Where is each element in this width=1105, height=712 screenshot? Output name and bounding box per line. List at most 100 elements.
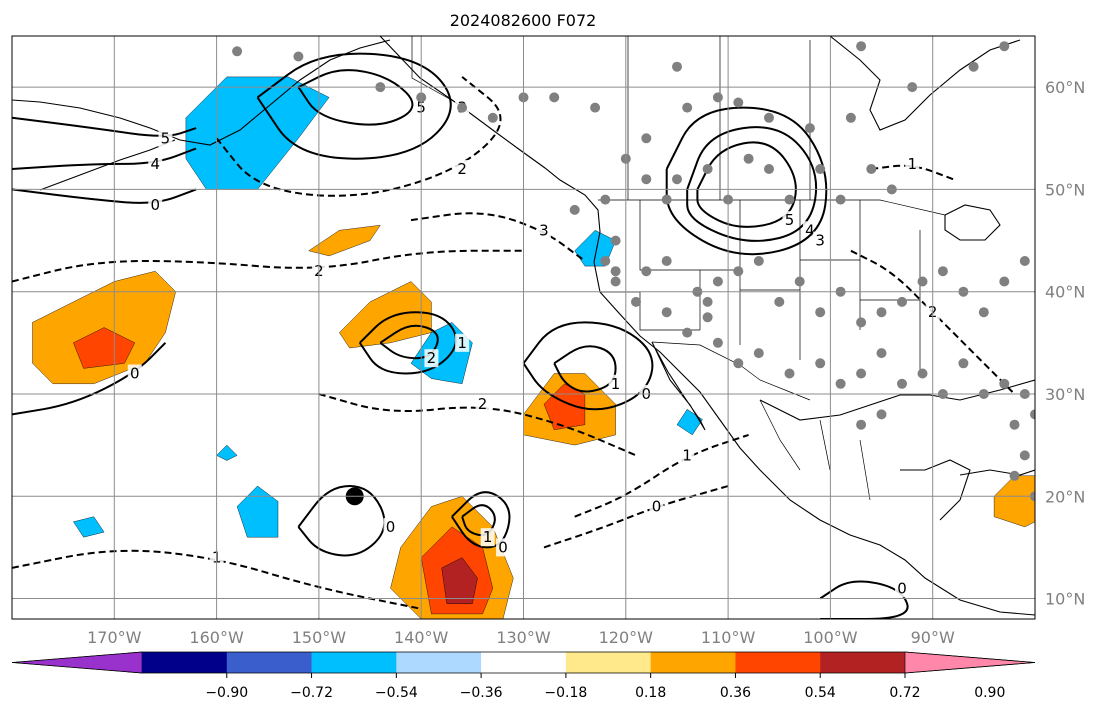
- x-tick-label: 130°W: [496, 628, 551, 647]
- contour-line-16: [318, 393, 637, 457]
- station-dot: [610, 235, 621, 246]
- station-dot: [999, 378, 1010, 389]
- mexico-state-borders: [759, 399, 871, 501]
- contour-label: 1: [457, 334, 467, 352]
- contour-label-bg: [148, 154, 163, 173]
- contour-label-bg: [455, 333, 470, 352]
- contour-line-4: [297, 484, 386, 557]
- contour-label-bg: [782, 211, 797, 230]
- colorbar-segment: [565, 652, 652, 673]
- y-tick-label: 20°N: [1045, 487, 1085, 506]
- contour-label: 1: [907, 155, 917, 173]
- contour-label: 0: [897, 579, 907, 597]
- station-dot: [917, 368, 928, 379]
- contour-label-bg: [608, 374, 623, 393]
- station-dot: [631, 296, 641, 307]
- station-dot: [549, 92, 560, 103]
- us-canada-border: [598, 199, 946, 216]
- contour-label: 0: [150, 196, 160, 214]
- canada-province-borders: [627, 36, 811, 200]
- station-dot: [600, 256, 611, 266]
- station-dot: [845, 112, 856, 123]
- station-dot: [774, 296, 785, 307]
- contour-label-bg: [813, 231, 828, 250]
- x-tick-label: 120°W: [599, 628, 654, 647]
- contour-line-9: [686, 126, 818, 242]
- north-america-coastline: [379, 36, 1035, 616]
- colorbar-segment: [226, 652, 313, 673]
- colorbar-segment: [396, 652, 482, 673]
- station-dot: [815, 307, 826, 318]
- y-tick-label: 10°N: [1045, 590, 1085, 609]
- contour-label-bg: [496, 538, 511, 557]
- x-tick-label: 110°W: [701, 628, 756, 647]
- station-dot: [917, 276, 928, 287]
- contour-label: 5: [161, 129, 171, 147]
- colorbar-tick-label: −0.72: [290, 685, 333, 701]
- contour-line-10: [665, 106, 828, 256]
- station-dot: [753, 256, 764, 266]
- station-dot: [753, 348, 764, 359]
- aleutian-coastline: [39, 139, 176, 191]
- y-tick-label: 50°N: [1045, 180, 1085, 199]
- station-dot: [712, 337, 723, 348]
- station-dot: [293, 51, 304, 62]
- station-dot: [487, 112, 498, 123]
- station-dot: [457, 102, 468, 113]
- alaska-coastline: [12, 39, 391, 146]
- station-dot: [743, 153, 754, 164]
- x-tick-label: 140°W: [394, 628, 449, 647]
- station-dot: [856, 419, 867, 430]
- contour-label-bg: [895, 579, 910, 598]
- station-dot: [978, 307, 989, 318]
- contour-line-19: [543, 485, 729, 549]
- contour-line-3: [379, 324, 439, 360]
- station-dot: [672, 61, 682, 72]
- contour-label: 3: [815, 232, 825, 250]
- contour-label: 2: [457, 160, 467, 178]
- contour-line-6: [461, 504, 496, 537]
- shaded-region-8: [441, 557, 478, 604]
- station-dot: [610, 276, 621, 287]
- station-dot: [794, 276, 805, 287]
- contour-label: 0: [386, 518, 396, 536]
- colorbar-segment: [481, 652, 567, 673]
- station-dot: [672, 174, 682, 185]
- station-dot: [815, 358, 826, 369]
- contour-label: 3: [539, 221, 549, 239]
- station-dot: [856, 368, 867, 379]
- caribbean-coastline: [959, 469, 1035, 476]
- contour-label-bg: [158, 129, 173, 148]
- station-dot: [733, 266, 744, 277]
- contour-label: 1: [483, 528, 493, 546]
- contour-label-bg: [905, 154, 920, 173]
- y-tick-label: 60°N: [1045, 78, 1085, 97]
- station-dot: [712, 92, 723, 103]
- contour-label-bg: [649, 497, 664, 516]
- station-dot: [937, 266, 948, 277]
- colorbar-tick-label: 0.90: [974, 685, 1005, 701]
- yucatan-coastline: [900, 459, 971, 521]
- colorbar-tick-label: −0.90: [205, 685, 248, 701]
- colorbar-segment: [735, 652, 821, 673]
- shaded-region-3: [308, 224, 381, 257]
- station-dot: [590, 102, 601, 113]
- station-dot: [897, 296, 907, 307]
- contour-line-20: [850, 249, 1016, 395]
- station-dot: [1019, 450, 1030, 461]
- contour-label-bg: [424, 349, 439, 368]
- shaded-region-12: [236, 485, 279, 538]
- station-dot: [702, 164, 713, 174]
- contour-label: 2: [478, 395, 488, 413]
- contour-label: 1: [611, 375, 621, 393]
- colorbar-tick-label: 0.36: [720, 685, 751, 701]
- colorbar-tick-label: 0.54: [805, 685, 836, 701]
- y-axis-tick-labels: 60°N 50°N 40°N 30°N 20°N 10°N: [1045, 78, 1085, 608]
- contour-label: 1: [682, 446, 692, 464]
- station-dot: [682, 327, 693, 338]
- station-dot: [1009, 470, 1020, 481]
- station-dot: [661, 307, 672, 318]
- station-dot: [897, 378, 907, 389]
- station-dot: [1030, 409, 1035, 420]
- station-dot: [641, 174, 652, 185]
